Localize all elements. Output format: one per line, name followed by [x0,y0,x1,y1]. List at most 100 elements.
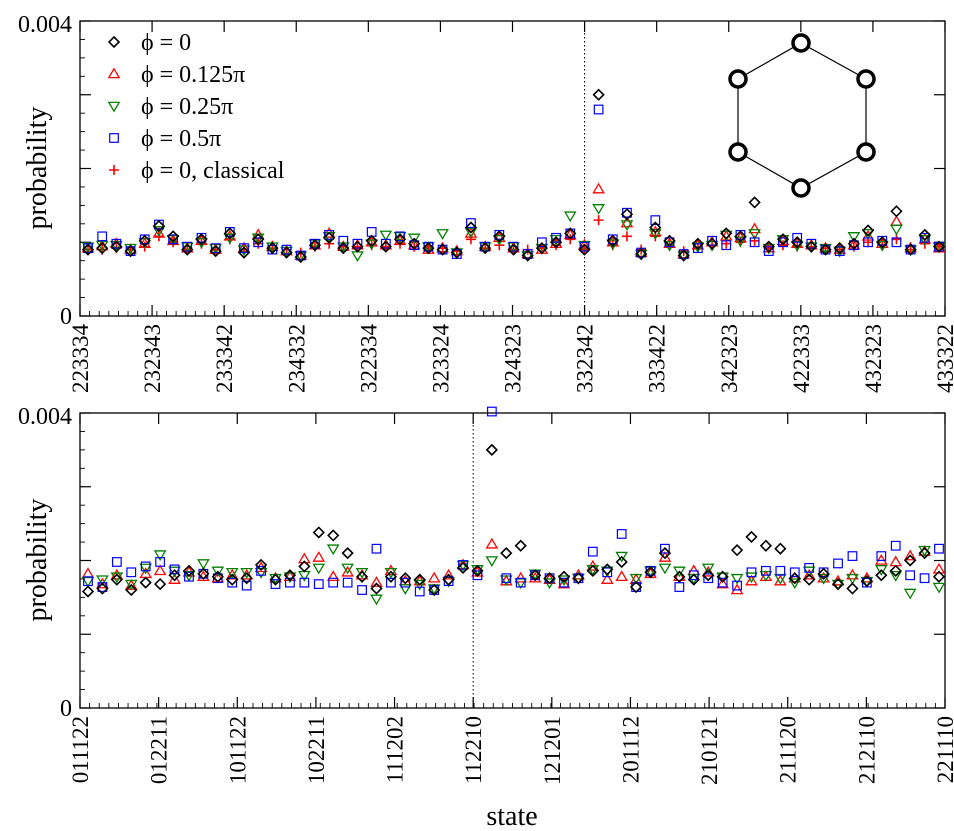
data-point-triangle-up-57 [890,215,903,226]
data-point-diamond-23 [408,237,421,250]
data-point-diamond-38 [629,580,643,594]
data-point-square-18 [338,235,349,246]
x-tick-label: 012211 [147,716,172,784]
data-point-square-14 [285,577,295,588]
legend-label-phi-0: ϕ = 0 [141,30,191,56]
data-point-triangle-down-30 [514,578,528,590]
data-point-triangle-up-25 [442,568,455,580]
data-point-triangle-down-55 [861,229,875,240]
data-point-triangle-up-11 [240,568,253,580]
data-point-diamond-17 [322,231,336,244]
data-point-square-53 [847,551,858,561]
data-point-diamond-12 [254,558,268,572]
legend-marker-triangle-up [107,67,121,79]
data-point-diamond-43 [702,569,715,582]
data-point-diamond-2 [110,573,123,586]
data-point-triangle-down-53 [846,573,859,585]
data-point-triangle-down-23 [407,233,421,245]
data-point-triangle-down-32 [535,243,549,255]
data-point-triangle-up-38 [620,216,634,228]
data-point-diamond-30 [507,243,520,256]
data-point-square-40 [650,215,661,226]
data-point-triangle-up-5 [152,226,166,238]
data-point-diamond-20 [365,234,378,247]
data-point-triangle-down-10 [223,233,237,245]
data-point-triangle-down-33 [557,575,571,587]
data-point-diamond-33 [557,570,571,583]
data-point-diamond-45 [720,227,733,240]
data-point-triangle-down-31 [521,251,535,263]
data-point-triangle-down-21 [384,568,398,579]
data-point-triangle-up-5 [153,564,167,576]
data-point-diamond-14 [280,246,293,259]
data-point-diamond-0 [81,585,95,598]
hexagon-vertex-circle [728,142,748,162]
data-point-square-59 [934,543,944,554]
data-point-triangle-down-34 [572,573,585,585]
data-point-square-10 [227,577,238,588]
data-point-triangle-down-51 [817,573,830,585]
data-point-triangle-down-8 [195,237,208,249]
data-point-square-14 [281,244,292,255]
data-point-square-22 [400,577,411,588]
data-point-diamond-47 [759,539,773,552]
data-point-triangle-down-20 [365,239,379,251]
data-point-triangle-down-54 [847,232,861,243]
data-point-square-32 [536,237,547,248]
data-point-diamond-9 [211,570,224,583]
data-point-diamond-53 [846,582,859,595]
x-tick-label: 212110 [854,716,879,784]
data-point-triangle-down-9 [211,566,225,578]
data-point-square-33 [551,232,561,243]
top-ytick-label-max: 0.004 [18,12,72,38]
data-point-diamond-36 [592,88,605,101]
legend-label-phi-05pi: ϕ = 0.5π [141,126,221,152]
hexagon-vertex-circle [728,69,748,89]
data-point-triangle-up-35 [578,238,591,250]
data-point-triangle-up-11 [237,241,251,253]
data-point-square-56 [890,540,901,551]
data-point-triangle-down-46 [745,572,758,584]
data-point-triangle-up-2 [110,568,124,580]
data-point-square-2 [111,557,122,567]
data-point-triangle-down-40 [658,563,672,575]
data-point-triangle-down-38 [629,573,643,585]
data-point-diamond-35 [578,243,591,256]
hexagon-outline [737,42,867,189]
data-point-triangle-up-37 [615,570,629,582]
data-point-triangle-down-5 [152,226,166,237]
data-point-diamond-52 [819,243,832,256]
data-point-square-44 [717,577,728,588]
data-point-diamond-20 [370,582,383,595]
data-point-square-52 [833,558,843,569]
data-point-square-6 [168,234,179,245]
data-point-diamond-29 [500,546,513,560]
data-point-triangle-down-58 [904,245,917,257]
data-point-diamond-47 [748,196,761,209]
x-tick-label: 332342 [573,324,598,393]
data-point-square-20 [371,543,382,554]
data-point-diamond-51 [805,240,818,253]
bottom-panel: 0.004 0 probability state 011122 012211 10… [18,404,954,831]
data-point-triangle-up-0 [81,567,95,579]
data-point-triangle-up-18 [341,565,354,577]
x-tick-label: 011122 [68,716,93,783]
data-point-square-9 [210,243,221,254]
x-tick-label: 432323 [861,324,886,393]
data-point-diamond-56 [876,236,889,249]
data-point-square-43 [703,573,714,584]
data-point-triangle-up-59 [918,232,932,244]
data-point-triangle-up-20 [370,576,383,587]
data-point-diamond-1 [96,242,109,255]
data-point-diamond-2 [110,240,123,253]
data-point-diamond-60 [932,240,946,253]
data-point-square-11 [239,243,249,254]
data-point-square-27 [466,218,476,228]
x-tick-label: 324323 [501,324,526,393]
data-point-plus-38 [621,231,632,242]
data-point-square-19 [352,238,363,249]
data-point-triangle-down-57 [903,588,917,600]
data-point-square-55 [863,237,873,248]
data-point-triangle-up-42 [687,564,701,576]
